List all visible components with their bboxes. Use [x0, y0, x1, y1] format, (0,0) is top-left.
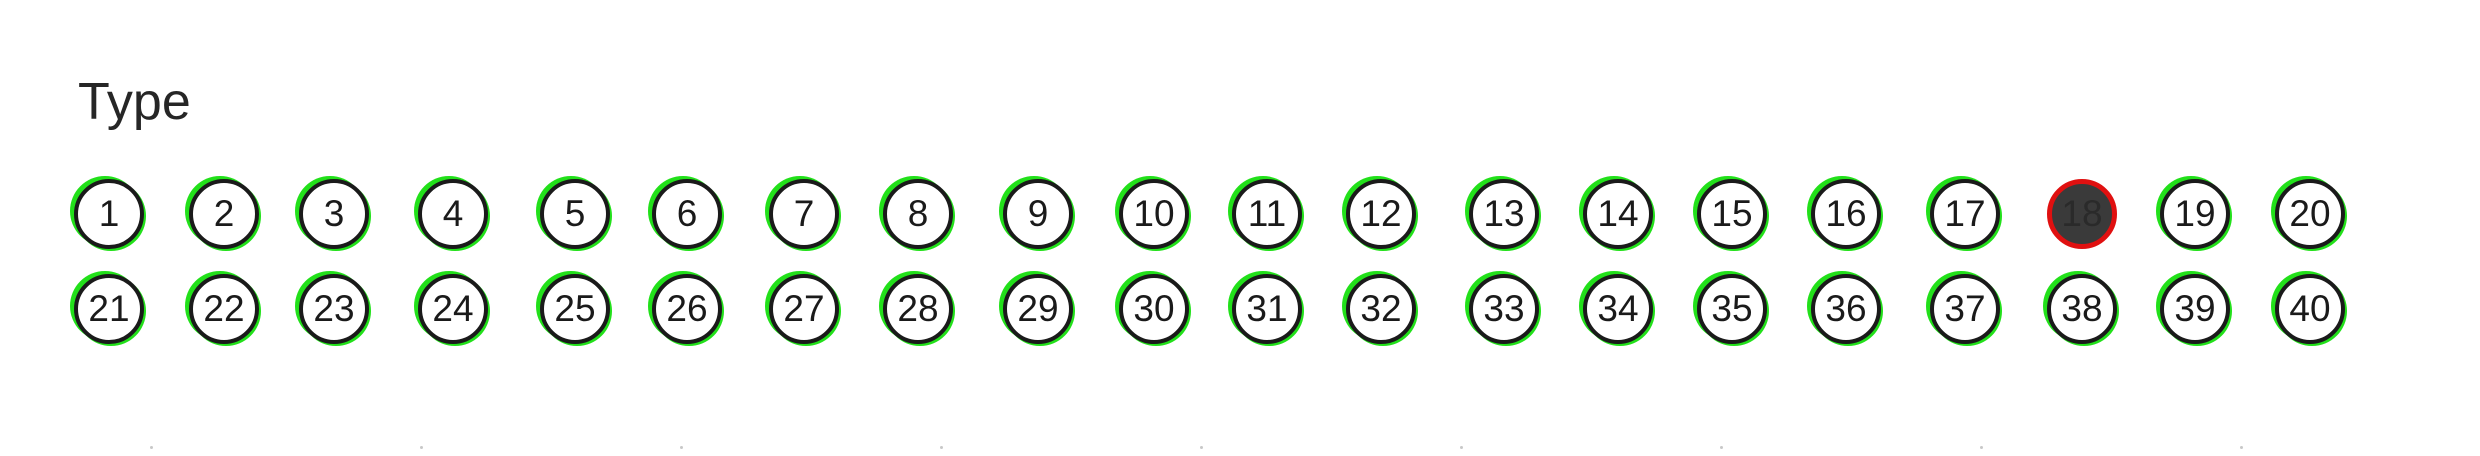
type-option-21[interactable]: 21 [74, 274, 144, 344]
type-option-30[interactable]: 30 [1119, 274, 1189, 344]
type-option-14[interactable]: 14 [1583, 179, 1653, 249]
type-option-20[interactable]: 20 [2275, 179, 2345, 249]
type-option-12[interactable]: 12 [1346, 179, 1416, 249]
decorative-dot [680, 446, 683, 449]
decorative-dot [2240, 446, 2243, 449]
type-option-5[interactable]: 5 [540, 179, 610, 249]
type-option-31[interactable]: 31 [1232, 274, 1302, 344]
type-option-1[interactable]: 1 [74, 179, 144, 249]
decorative-dot [1980, 446, 1983, 449]
type-option-35[interactable]: 35 [1697, 274, 1767, 344]
type-option-22[interactable]: 22 [189, 274, 259, 344]
type-option-36[interactable]: 36 [1811, 274, 1881, 344]
type-option-27[interactable]: 27 [769, 274, 839, 344]
type-option-32[interactable]: 32 [1346, 274, 1416, 344]
type-option-28[interactable]: 28 [883, 274, 953, 344]
decorative-dot [940, 446, 943, 449]
decorative-dot [150, 446, 153, 449]
type-option-13[interactable]: 13 [1469, 179, 1539, 249]
type-option-26[interactable]: 26 [652, 274, 722, 344]
type-option-29[interactable]: 29 [1003, 274, 1073, 344]
type-option-9[interactable]: 9 [1003, 179, 1073, 249]
type-option-11[interactable]: 11 [1232, 179, 1302, 249]
type-option-19[interactable]: 19 [2160, 179, 2230, 249]
type-option-17[interactable]: 17 [1930, 179, 2000, 249]
decorative-dot [1460, 446, 1463, 449]
section-title: Type [78, 73, 191, 131]
type-option-23[interactable]: 23 [299, 274, 369, 344]
decorative-dot [1200, 446, 1203, 449]
type-option-6[interactable]: 6 [652, 179, 722, 249]
type-option-40[interactable]: 40 [2275, 274, 2345, 344]
decorative-dots [0, 446, 2480, 450]
type-option-7[interactable]: 7 [769, 179, 839, 249]
type-option-18[interactable]: 18 [2047, 179, 2117, 249]
type-option-16[interactable]: 16 [1811, 179, 1881, 249]
decorative-dot [420, 446, 423, 449]
type-option-3[interactable]: 3 [299, 179, 369, 249]
type-option-33[interactable]: 33 [1469, 274, 1539, 344]
type-option-15[interactable]: 15 [1697, 179, 1767, 249]
type-option-38[interactable]: 38 [2047, 274, 2117, 344]
type-option-8[interactable]: 8 [883, 179, 953, 249]
type-option-4[interactable]: 4 [418, 179, 488, 249]
type-option-37[interactable]: 37 [1930, 274, 2000, 344]
decorative-dot [1720, 446, 1723, 449]
type-option-39[interactable]: 39 [2160, 274, 2230, 344]
type-option-24[interactable]: 24 [418, 274, 488, 344]
type-option-25[interactable]: 25 [540, 274, 610, 344]
type-option-10[interactable]: 10 [1119, 179, 1189, 249]
type-option-34[interactable]: 34 [1583, 274, 1653, 344]
type-option-2[interactable]: 2 [189, 179, 259, 249]
